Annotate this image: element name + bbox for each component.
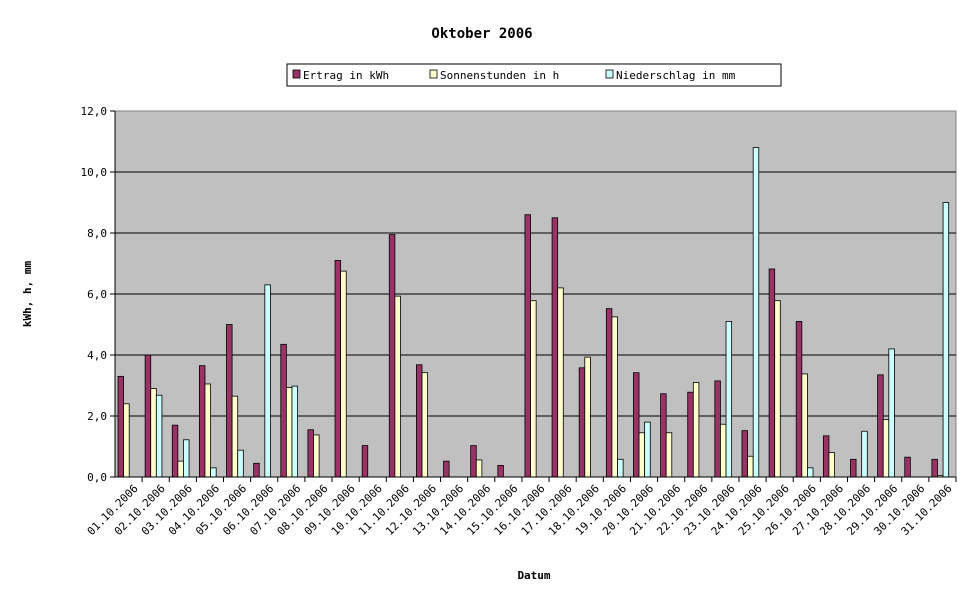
bar-niederschlag [725, 321, 733, 478]
bar-niederschlag [155, 394, 163, 478]
bar-ertrag [171, 424, 179, 478]
bar-sonnenstunden [285, 387, 293, 478]
legend: Ertrag in kWh Sonnenstunden in h Niedersch… [286, 63, 782, 87]
bar-niederschlag [888, 348, 895, 478]
bar-ertrag [822, 435, 830, 478]
bar-ertrag [334, 260, 342, 478]
bar-ertrag [497, 465, 504, 478]
bar-sonnenstunden [204, 383, 211, 478]
bar-niederschlag [752, 147, 760, 478]
bar-ertrag [443, 460, 450, 478]
y-tick-label: 2,0 [87, 410, 107, 423]
bar-niederschlag [861, 430, 868, 478]
bar-sonnenstunden [720, 423, 727, 478]
y-tick-label: 8,0 [87, 227, 107, 240]
bar-sonnenstunden [665, 432, 673, 478]
bar-ertrag [877, 374, 884, 478]
legend-swatch [605, 69, 614, 79]
bar-sonnenstunden [231, 395, 239, 478]
bar-ertrag [795, 321, 803, 478]
bar-sonnenstunden [882, 419, 890, 478]
legend-swatch [429, 69, 438, 79]
bar-ertrag [416, 364, 423, 478]
bar-ertrag [144, 354, 152, 478]
bar-ertrag [524, 214, 531, 478]
bar-sonnenstunden [584, 356, 591, 478]
bar-ertrag [660, 393, 667, 478]
legend-entry: Sonnenstunden in h [440, 69, 559, 82]
bar-sonnenstunden [801, 373, 808, 478]
x-axis-title: Datum [517, 569, 550, 582]
bar-sonnenstunden [747, 455, 754, 478]
bar-ertrag [198, 365, 206, 478]
bar-sonnenstunden [394, 295, 401, 478]
bars [117, 147, 950, 478]
axes [110, 110, 957, 482]
bar-niederschlag [183, 439, 190, 478]
bar-niederschlag [617, 458, 624, 478]
bar-ertrag [931, 458, 938, 478]
bar-niederschlag [942, 202, 950, 478]
bar-ertrag [714, 380, 721, 478]
bar-niederschlag [807, 467, 814, 478]
bar-niederschlag [291, 385, 298, 478]
y-axis-title: kWh, h, mm [21, 261, 34, 328]
bar-sonnenstunden [475, 459, 483, 478]
bar-sonnenstunden [313, 434, 320, 478]
chart-title: Oktober 2006 [431, 26, 532, 42]
bar-ertrag [226, 324, 233, 478]
bar-sonnenstunden [638, 432, 646, 478]
legend-swatch [292, 69, 301, 79]
y-tick-label: 12,0 [81, 105, 108, 118]
y-tick-label: 0,0 [87, 471, 107, 484]
bar-niederschlag [264, 284, 271, 478]
bar-niederschlag [237, 449, 244, 478]
y-tick-labels: 0,0 2,0 4,0 6,0 8,0 10,0 12,0 [81, 105, 108, 484]
bar-ertrag [741, 430, 748, 478]
bar-niederschlag [210, 467, 217, 478]
bar-sonnenstunden [557, 287, 564, 478]
bar-ertrag [633, 372, 640, 478]
bar-ertrag [904, 456, 911, 478]
bar-sonnenstunden [828, 452, 835, 478]
bar-sonnenstunden [123, 403, 130, 478]
bar-ertrag [470, 445, 477, 478]
legend-box [286, 63, 782, 87]
bar-ertrag [850, 458, 857, 478]
bar-ertrag [768, 268, 776, 478]
x-tick-labels: 01.10.200602.10.200603.10.200604.10.2006… [85, 482, 955, 538]
bar-ertrag [253, 462, 260, 478]
bar-sonnenstunden [421, 372, 429, 478]
bar-sonnenstunden [340, 270, 347, 478]
bar-ertrag [605, 308, 613, 478]
bar-sonnenstunden [530, 300, 537, 478]
bar-niederschlag [644, 421, 651, 478]
bar-ertrag [117, 375, 124, 478]
legend-entry: Ertrag in kWh [303, 69, 389, 82]
bar-ertrag [307, 429, 314, 478]
legend-entry: Niederschlag in mm [616, 69, 736, 82]
bar-sonnenstunden [150, 388, 157, 478]
bar-ertrag [388, 234, 396, 478]
bar-ertrag [361, 445, 369, 478]
bar-sonnenstunden [611, 316, 618, 478]
bar-sonnenstunden [177, 460, 184, 478]
y-tick-label: 4,0 [87, 349, 107, 362]
bar-ertrag [551, 217, 559, 478]
y-tick-label: 10,0 [81, 166, 108, 179]
bar-ertrag [280, 343, 287, 478]
bar-ertrag [578, 367, 586, 478]
bar-sonnenstunden [692, 382, 700, 478]
y-tick-label: 6,0 [87, 288, 107, 301]
bar-ertrag [687, 391, 694, 478]
bar-sonnenstunden [774, 300, 781, 478]
